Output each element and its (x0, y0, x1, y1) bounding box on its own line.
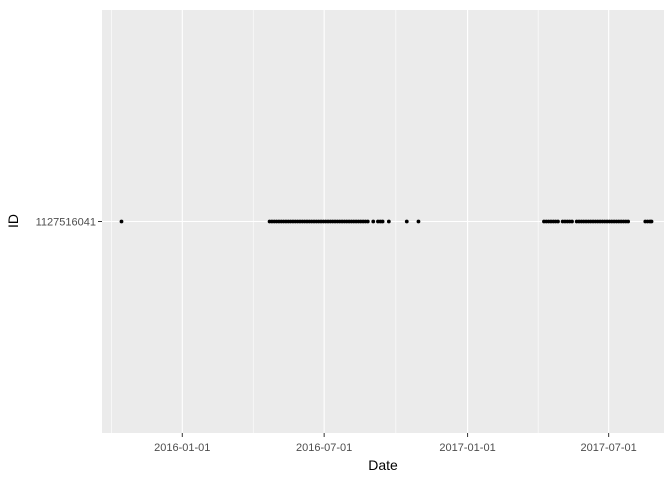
data-point (570, 219, 574, 224)
data-point (626, 219, 631, 224)
y-axis-ticks: 1127516041 (36, 217, 102, 229)
y-tick-label: 1127516041 (36, 217, 96, 229)
x-tick-label: 2016-01-01 (154, 442, 210, 454)
x-tick-label: 2017-07-01 (581, 442, 637, 454)
y-axis-title: ID (5, 214, 21, 228)
x-axis-ticks: 2016-01-01 2016-07-01 2017-01-01 2017-07-01 (154, 433, 637, 454)
data-point (380, 219, 385, 224)
data-point (371, 219, 376, 224)
data-point (404, 219, 409, 224)
data-points (119, 219, 654, 224)
data-point (386, 219, 391, 224)
data-point (365, 219, 370, 224)
data-point (649, 219, 654, 224)
data-point (416, 219, 421, 224)
data-point (556, 219, 560, 224)
x-tick-label: 2017-01-01 (439, 442, 495, 454)
x-tick-label: 2016-07-01 (296, 442, 352, 454)
x-axis-title: Date (368, 457, 398, 473)
data-point (119, 219, 124, 224)
